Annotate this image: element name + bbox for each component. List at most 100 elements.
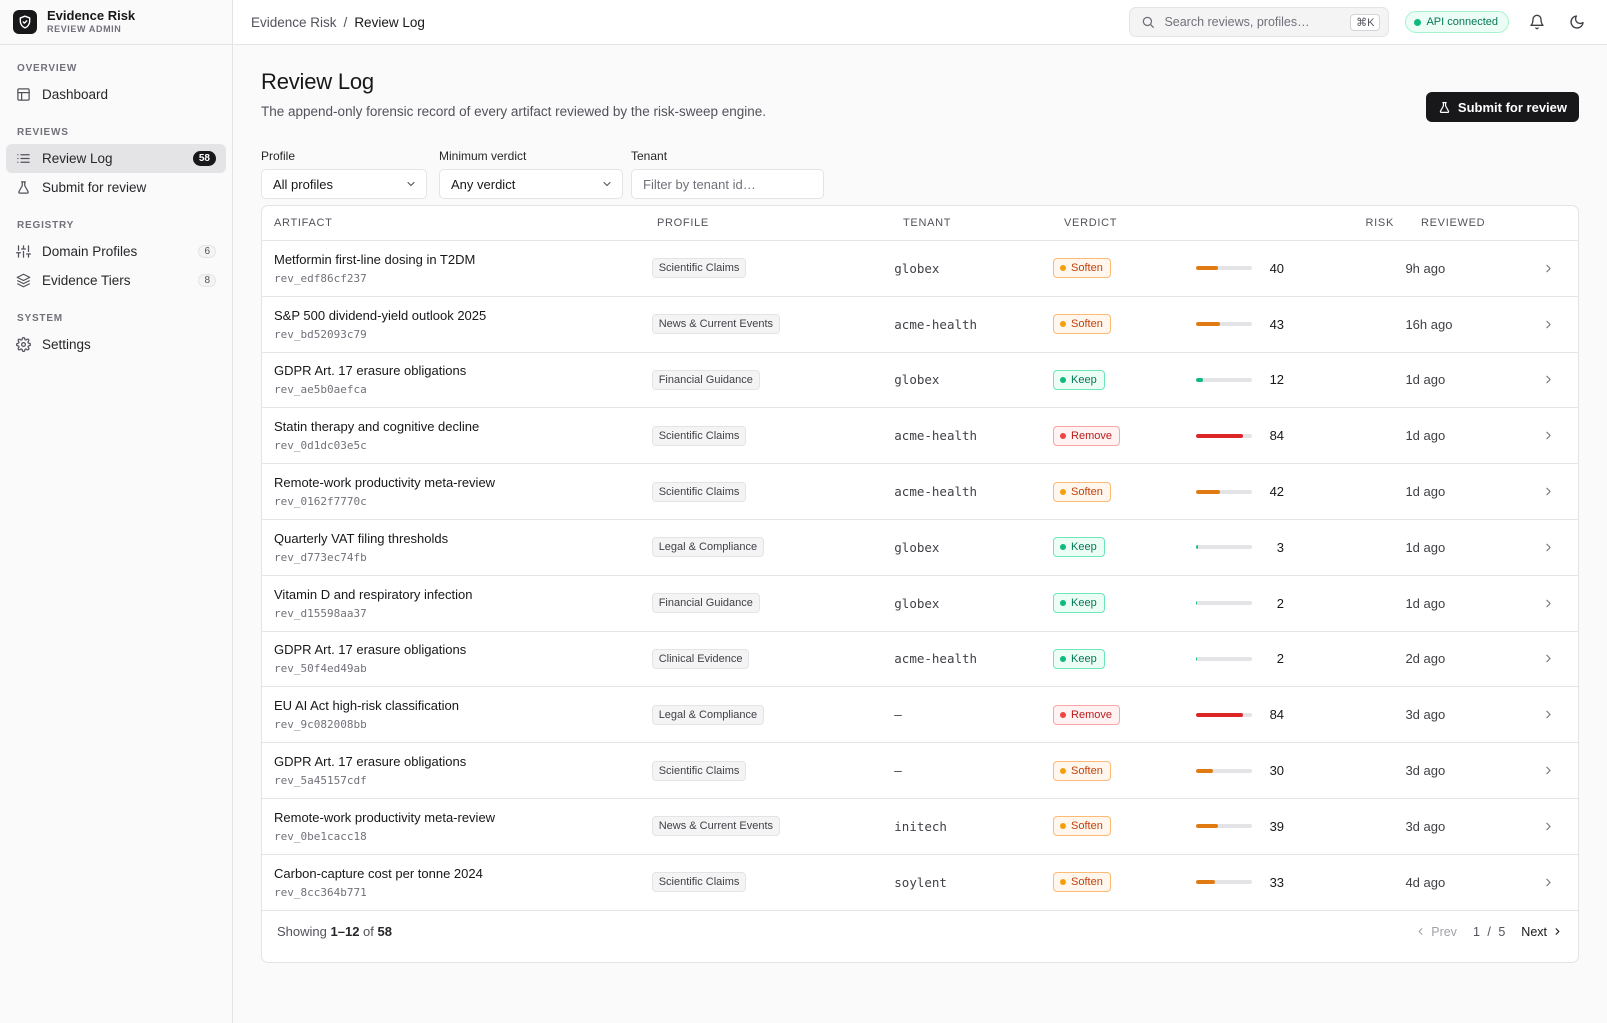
risk-cell: 42 [1196, 484, 1380, 499]
verdict-cell: Keep [1053, 648, 1196, 669]
profile-tag: Scientific Claims [651, 258, 747, 279]
search-box[interactable]: ⌘K [1129, 7, 1390, 37]
row-open-button[interactable] [1519, 876, 1578, 889]
list-icon [16, 151, 31, 166]
profile-select[interactable]: All profiles [261, 169, 427, 199]
notifications-button[interactable] [1525, 10, 1549, 34]
nav-section-reviews: REVIEWS [17, 127, 69, 138]
column-header-risk[interactable]: RISK [1365, 217, 1394, 229]
risk-bar-fill [1196, 433, 1244, 438]
theme-toggle-button[interactable] [1565, 10, 1589, 34]
breadcrumb-root[interactable]: Evidence Risk [251, 14, 337, 30]
verdict-cell: Soften [1053, 258, 1196, 279]
column-header-tenant[interactable]: TENANT [903, 217, 952, 229]
table-row[interactable]: Remote-work productivity meta-review rev… [262, 799, 1578, 855]
table-row[interactable]: GDPR Art. 17 erasure obligations rev_5a4… [262, 743, 1578, 799]
profile-tag: News & Current Events [651, 816, 781, 837]
table-row[interactable]: GDPR Art. 17 erasure obligations rev_ae5… [262, 353, 1578, 409]
current-page: 1 [1472, 924, 1480, 939]
profile-tag: Clinical Evidence [651, 648, 750, 669]
sidebar-item-dashboard[interactable]: Dashboard [6, 80, 226, 109]
next-page-button[interactable]: Next [1521, 925, 1563, 939]
row-open-button[interactable] [1519, 373, 1578, 386]
prev-label: Prev [1431, 924, 1457, 939]
reviewed-cell: 3d ago [1380, 763, 1518, 778]
tenant-cell: globex [894, 261, 1053, 276]
reviewed-cell: 9h ago [1380, 261, 1518, 276]
prev-page-button[interactable]: Prev [1415, 925, 1457, 939]
row-open-button[interactable] [1519, 429, 1578, 442]
table-row[interactable]: Vitamin D and respiratory infection rev_… [262, 576, 1578, 632]
row-open-button[interactable] [1519, 485, 1578, 498]
profile-tag: Financial Guidance [651, 369, 760, 390]
table-row[interactable]: GDPR Art. 17 erasure obligations rev_50f… [262, 632, 1578, 688]
sidebar-item-settings[interactable]: Settings [6, 330, 226, 359]
api-status-badge: API connected [1405, 11, 1509, 33]
table-row[interactable]: Remote-work productivity meta-review rev… [262, 464, 1578, 520]
artifact-cell: GDPR Art. 17 erasure obligations rev_5a4… [262, 754, 652, 787]
reviewed-time: 1d ago [1405, 372, 1446, 388]
reviewed-cell: 1d ago [1380, 596, 1518, 611]
profile-cell: News & Current Events [651, 314, 895, 335]
table-row[interactable]: Carbon-capture cost per tonne 2024 rev_8… [262, 855, 1578, 911]
tenant-filter-input[interactable] [631, 169, 824, 199]
verdict-label: Soften [1071, 318, 1103, 331]
showing-range: 1–12 [330, 924, 360, 940]
verdict-label: Keep [1071, 541, 1097, 554]
row-open-button[interactable] [1519, 708, 1578, 721]
row-open-button[interactable] [1519, 541, 1578, 554]
table-row[interactable]: Quarterly VAT filing thresholds rev_d773… [262, 520, 1578, 576]
verdict-select[interactable]: Any verdict [439, 169, 623, 199]
column-header-artifact[interactable]: ARTIFACT [274, 217, 333, 229]
tenant-id: acme-health [894, 428, 978, 444]
table-footer: Showing 1–12 of 58 Prev 1 / 5 Ne [262, 911, 1578, 953]
chevron-down-icon [405, 178, 417, 190]
risk-bar-fill [1196, 880, 1215, 885]
submit-for-review-button[interactable]: Submit for review [1425, 92, 1579, 122]
row-open-button[interactable] [1519, 318, 1578, 331]
profile-cell: Scientific Claims [651, 760, 895, 781]
layers-icon [16, 273, 31, 288]
verdict-cell: Remove [1053, 425, 1196, 446]
chevron-right-icon [1542, 262, 1555, 275]
reviewed-time: 9h ago [1405, 260, 1446, 276]
verdict-label: Keep [1071, 597, 1097, 610]
verdict-badge: Keep [1053, 593, 1105, 614]
showing-prefix: Showing [277, 924, 327, 940]
table-row[interactable]: Statin therapy and cognitive decline rev… [262, 408, 1578, 465]
sidebar-item-evidence-tiers[interactable]: Evidence Tiers 8 [6, 266, 226, 295]
sidebar-item-submit-for-review[interactable]: Submit for review [6, 173, 226, 202]
flask-icon [16, 180, 31, 195]
reviewed-cell: 2d ago [1380, 651, 1518, 666]
artifact-title: Remote-work productivity meta-review [274, 809, 496, 825]
verdict-dot-icon [1060, 265, 1067, 272]
profile-tag: Legal & Compliance [651, 704, 765, 725]
row-open-button[interactable] [1519, 764, 1578, 777]
verdict-cell: Soften [1053, 872, 1196, 893]
tenant-cell: globex [894, 372, 1053, 387]
row-open-button[interactable] [1519, 262, 1578, 275]
verdict-badge: Soften [1053, 258, 1111, 279]
risk-bar-fill [1196, 601, 1198, 606]
tenant-filter-label: Tenant [631, 149, 668, 163]
search-input[interactable] [1164, 15, 1342, 29]
row-open-button[interactable] [1519, 597, 1578, 610]
column-header-verdict[interactable]: VERDICT [1064, 217, 1118, 229]
risk-cell: 39 [1196, 819, 1380, 834]
table-row[interactable]: Metformin first-line dosing in T2DM rev_… [262, 241, 1578, 297]
breadcrumb-current: Review Log [354, 14, 425, 30]
row-open-button[interactable] [1519, 652, 1578, 665]
verdict-badge: Remove [1053, 425, 1121, 446]
sidebar-item-domain-profiles[interactable]: Domain Profiles 6 [6, 237, 226, 266]
table-row[interactable]: EU AI Act high-risk classification rev_9… [262, 687, 1578, 744]
verdict-dot-icon [1060, 321, 1067, 328]
brand[interactable]: Evidence Risk REVIEW ADMIN [0, 0, 232, 45]
reviewed-time: 1d ago [1405, 484, 1446, 500]
column-header-reviewed[interactable]: REVIEWED [1421, 217, 1486, 229]
column-header-profile[interactable]: PROFILE [657, 217, 709, 229]
sidebar-item-review-log[interactable]: Review Log 58 [6, 144, 226, 173]
table-row[interactable]: S&P 500 dividend-yield outlook 2025 rev_… [262, 297, 1578, 353]
verdict-dot-icon [1060, 823, 1067, 830]
row-open-button[interactable] [1519, 820, 1578, 833]
artifact-id: rev_5a45157cdf [274, 774, 367, 788]
